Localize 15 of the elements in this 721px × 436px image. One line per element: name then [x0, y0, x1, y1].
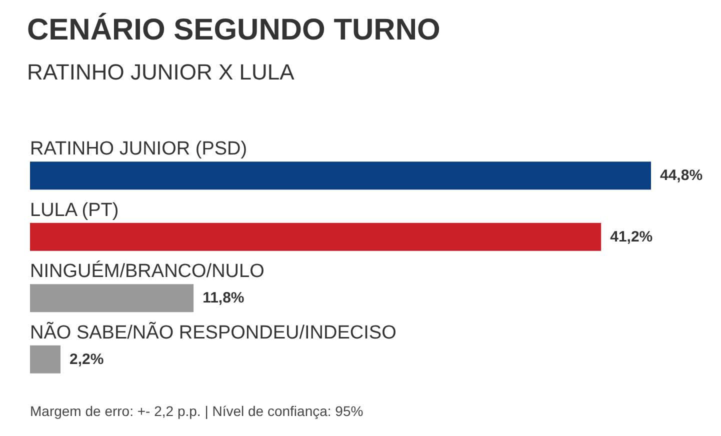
data-label: 2,2% [69, 350, 104, 368]
y-tick-label: NINGUÉM/BRANCO/NULO [30, 260, 264, 282]
data-label: 44,8% [660, 167, 703, 184]
bar [30, 222, 602, 251]
data-label: 41,2% [610, 228, 653, 246]
bar [30, 345, 60, 374]
y-tick-label: LULA (PT) [30, 200, 119, 221]
chart-title: CENÁRIO SEGUNDO TURNO [27, 12, 440, 46]
data-label: 11,8% [202, 290, 244, 307]
bar [30, 162, 651, 190]
y-tick-label: RATINHO JUNIOR (PSD) [30, 138, 248, 160]
chart-subtitle: RATINHO JUNIOR X LULA [27, 60, 295, 84]
y-tick-label: NÃO SABE/NÃO RESPONDEU/INDECISO [30, 321, 396, 344]
text: Margem de erro: +- 2,2 p.p. | Nível de confiança: 95% [30, 403, 364, 419]
bar [30, 284, 194, 312]
